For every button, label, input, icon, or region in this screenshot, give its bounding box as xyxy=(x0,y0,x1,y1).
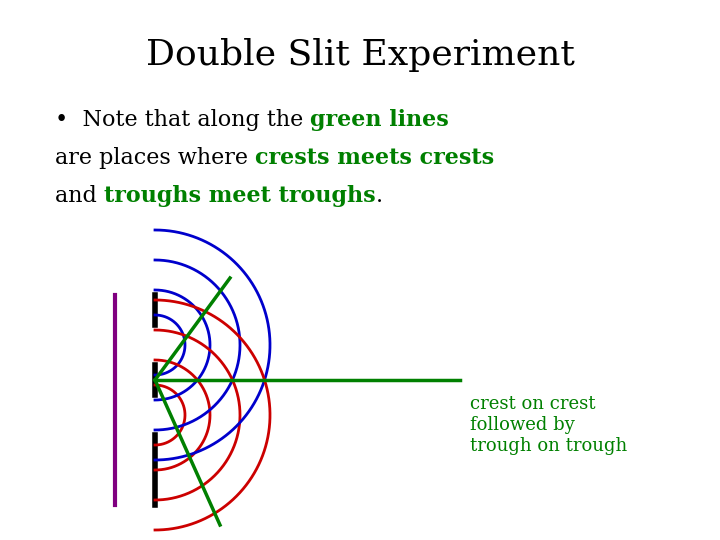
Text: are places where: are places where xyxy=(55,147,255,169)
Text: troughs meet troughs: troughs meet troughs xyxy=(104,185,376,207)
Text: Double Slit Experiment: Double Slit Experiment xyxy=(145,38,575,72)
Text: .: . xyxy=(376,185,383,207)
Text: •  Note that along the: • Note that along the xyxy=(55,109,310,131)
Text: and: and xyxy=(55,185,104,207)
Text: green lines: green lines xyxy=(310,109,449,131)
Text: crest on crest
followed by
trough on trough: crest on crest followed by trough on tro… xyxy=(470,395,627,455)
Text: crests meets crests: crests meets crests xyxy=(255,147,494,169)
